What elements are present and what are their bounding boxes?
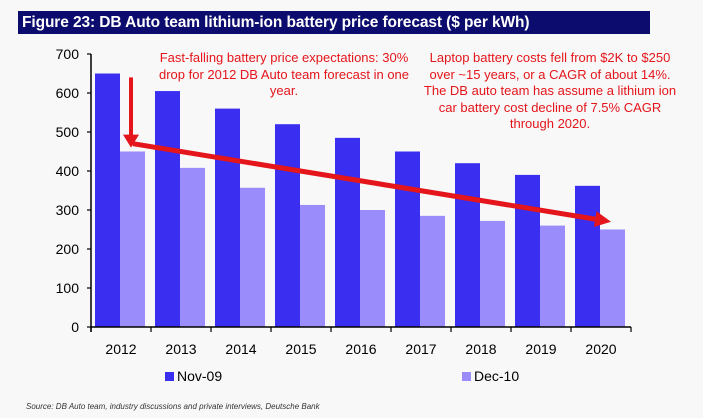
bar-nov09-2018 bbox=[455, 163, 480, 327]
x-tick-label: 2015 bbox=[285, 341, 316, 357]
x-tick-label: 2014 bbox=[225, 341, 256, 357]
legend-item-dec10: Dec-10 bbox=[462, 368, 519, 384]
x-tick-label: 2012 bbox=[105, 341, 136, 357]
y-tick-label: 200 bbox=[56, 241, 80, 257]
bar-nov09-2015 bbox=[275, 124, 300, 327]
arrows-layer bbox=[123, 77, 611, 228]
y-tick-label: 300 bbox=[56, 202, 80, 218]
bar-nov09-2012 bbox=[95, 73, 120, 327]
y-tick-label: 400 bbox=[56, 163, 80, 179]
bar-dec10-2012 bbox=[120, 151, 145, 327]
annotation-right: Laptop battery costs fell from $2K to $2… bbox=[423, 50, 677, 131]
bar-dec10-2017 bbox=[420, 215, 445, 327]
legend-swatch-dec10 bbox=[462, 371, 471, 381]
bar-dec10-2019 bbox=[540, 225, 565, 327]
legend-label-dec10: Dec-10 bbox=[474, 368, 520, 384]
x-tick-label: 2018 bbox=[465, 341, 496, 357]
y-tick-label: 0 bbox=[71, 319, 79, 335]
bar-nov09-2017 bbox=[395, 151, 420, 327]
trend-arrow-head bbox=[593, 211, 611, 228]
bars-layer bbox=[95, 73, 625, 327]
x-tick-label: 2019 bbox=[525, 341, 556, 357]
bar-nov09-2014 bbox=[215, 108, 240, 327]
bar-dec10-2020 bbox=[600, 229, 625, 327]
y-tick-label: 600 bbox=[56, 85, 80, 101]
bar-nov09-2016 bbox=[335, 137, 360, 327]
bar-dec10-2014 bbox=[240, 187, 265, 327]
y-tick-label: 100 bbox=[56, 280, 80, 296]
bar-nov09-2013 bbox=[155, 91, 180, 327]
bar-dec10-2015 bbox=[300, 204, 325, 327]
bar-nov09-2019 bbox=[515, 174, 540, 327]
x-tick-label: 2020 bbox=[585, 341, 616, 357]
legend-label-nov09: Nov-09 bbox=[177, 368, 223, 384]
legend-swatch-nov09 bbox=[165, 371, 174, 381]
source-note: Source: DB Auto team, industry discussio… bbox=[26, 402, 320, 411]
drop-arrow-head bbox=[123, 134, 139, 148]
bar-dec10-2016 bbox=[360, 210, 385, 327]
x-tick-label: 2017 bbox=[405, 341, 436, 357]
bar-dec10-2013 bbox=[180, 167, 205, 327]
annotation-left: Fast-falling battery price expectations:… bbox=[158, 50, 410, 98]
bar-dec10-2018 bbox=[480, 220, 505, 327]
bar-nov09-2020 bbox=[575, 185, 600, 327]
x-tick-label: 2013 bbox=[165, 341, 196, 357]
y-tick-label: 700 bbox=[56, 46, 80, 62]
x-tick-label: 2016 bbox=[345, 341, 376, 357]
trend-arrow-shaft bbox=[132, 141, 596, 222]
legend-item-nov09: Nov-09 bbox=[165, 368, 222, 384]
y-tick-label: 500 bbox=[56, 124, 80, 140]
axes-layer: 0 100 200 300 400 500 600 700 2012 2013 2014 2015 20… bbox=[56, 46, 632, 357]
chart-title: Figure 23: DB Auto team lithium-ion batt… bbox=[18, 11, 650, 34]
